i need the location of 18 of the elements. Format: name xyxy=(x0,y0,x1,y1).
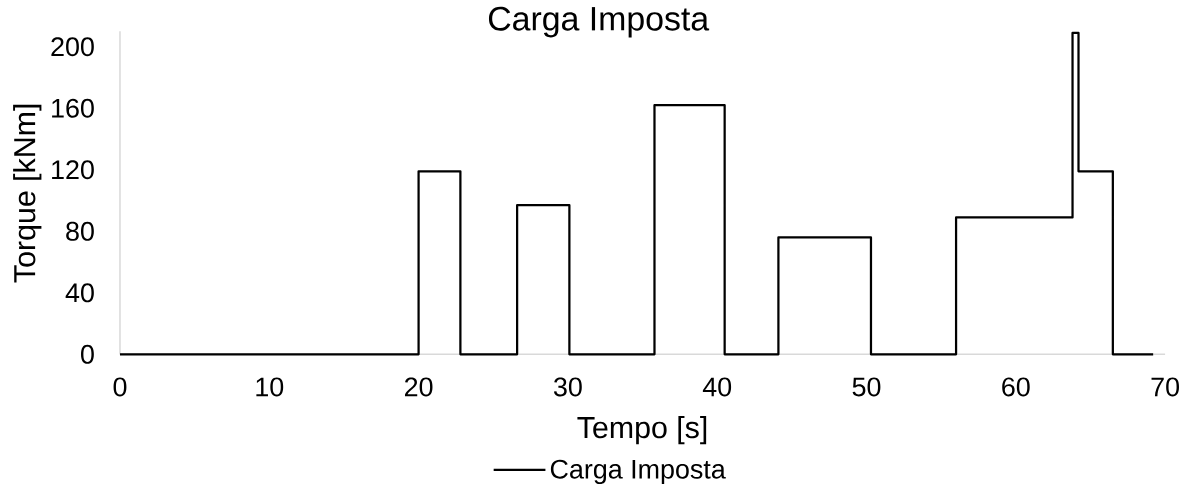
chart-title: Carga Imposta xyxy=(488,6,710,38)
x-axis-title: Tempo [s] xyxy=(577,416,707,445)
y-tick-label: 0 xyxy=(81,344,94,364)
y-tick-label: 160 xyxy=(52,98,94,118)
x-tick-label: 40 xyxy=(702,377,732,397)
x-tick-label: 60 xyxy=(1002,377,1030,397)
x-tick-label: 30 xyxy=(553,377,582,397)
y-tick-label: 200 xyxy=(51,37,94,57)
x-tick-label: 50 xyxy=(852,377,881,397)
y-tick-label: 120 xyxy=(52,160,94,180)
x-tick-label: 10 xyxy=(256,377,284,397)
y-tick-label: 40 xyxy=(65,283,94,303)
y-axis-title: Torque [kNm] xyxy=(13,104,42,283)
x-tick-label: 70 xyxy=(1151,377,1179,397)
legend-label: Carga Imposta xyxy=(550,459,726,485)
x-tick-label: 0 xyxy=(113,377,127,397)
y-tick-label: 80 xyxy=(66,221,94,241)
x-tick-label: 20 xyxy=(404,377,433,397)
